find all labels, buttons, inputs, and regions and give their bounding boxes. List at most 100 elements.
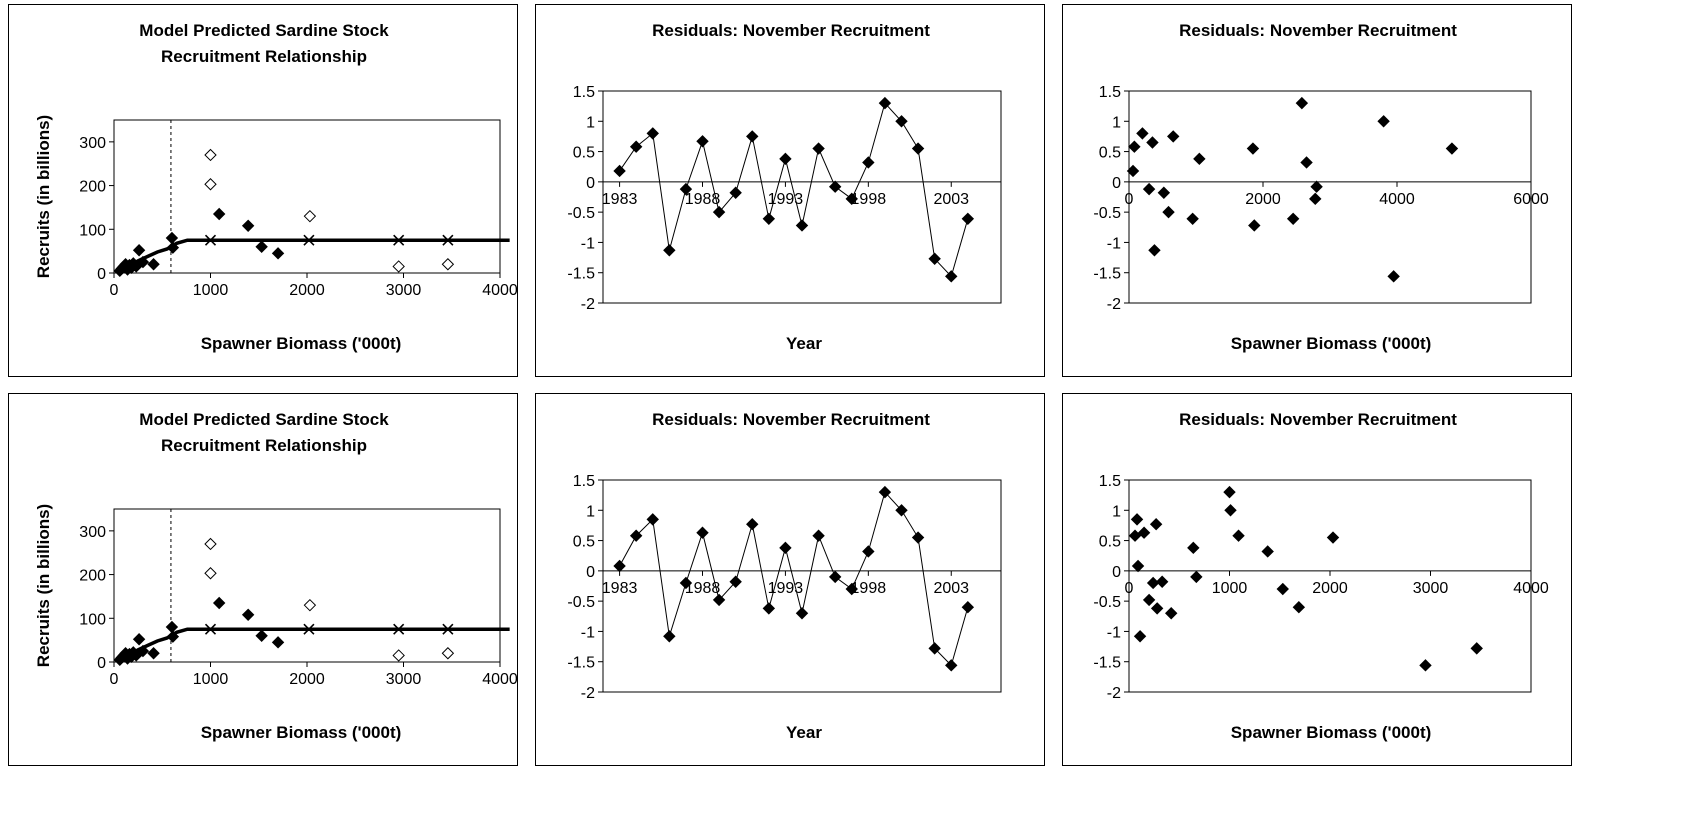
x-axis-label: Year [786, 334, 822, 353]
y-tick-label: 0 [1112, 564, 1121, 581]
data-point [795, 607, 809, 620]
y-tick-label: -0.5 [567, 594, 595, 611]
data-point [696, 135, 709, 148]
data-point [878, 485, 892, 499]
y-tick-label: 1 [1112, 503, 1121, 520]
plot-area [1128, 479, 1532, 693]
data-point [1130, 513, 1144, 526]
y-tick-label: -2 [581, 685, 595, 702]
x-axis-label: Spawner Biomass ('000t) [1231, 334, 1432, 353]
y-tick-label: 100 [79, 222, 106, 239]
data-point [729, 575, 742, 588]
x-tick-label: 2000 [1245, 191, 1281, 208]
chart-title: Recruitment Relationship [161, 436, 367, 455]
data-point [1223, 485, 1236, 499]
chart-panel-sr-bottom: Model Predicted Sardine Stock Recruitment… [8, 393, 518, 766]
data-point [132, 244, 146, 257]
data-point [147, 647, 160, 660]
data-point [1445, 142, 1459, 155]
data-point [1157, 186, 1171, 199]
data-point [204, 178, 217, 191]
y-tick-label: -1.5 [567, 266, 595, 283]
x-tick-label: 2003 [933, 580, 969, 597]
model-curve [117, 238, 510, 274]
data-point [1190, 570, 1203, 584]
data-point [303, 598, 317, 612]
data-point [204, 148, 217, 162]
y-tick-label: 1.5 [573, 84, 595, 101]
y-tick-label: -1.5 [1093, 266, 1121, 283]
data-point [1246, 142, 1260, 155]
y-tick-label: 100 [79, 611, 106, 628]
plot-area [602, 90, 1002, 304]
chart-title: Residuals: November Recruitment [652, 410, 930, 429]
data-point [862, 156, 875, 169]
data-point [1148, 244, 1161, 257]
y-tick-label: 1 [586, 114, 595, 131]
data-point [862, 545, 875, 558]
data-point [1146, 136, 1159, 149]
chart-sr-top: Model Predicted Sardine Stock Recruitment… [34, 21, 518, 353]
data-point [663, 630, 676, 643]
y-tick-label: 1.5 [1099, 84, 1121, 101]
x-tick-label: 2000 [1312, 580, 1348, 597]
data-point [303, 209, 317, 223]
y-tick-label: 300 [79, 135, 106, 152]
x-tick-label: 1988 [685, 580, 721, 597]
x-tick-label: 1983 [602, 191, 638, 208]
data-point [1150, 602, 1164, 615]
data-point [392, 649, 405, 662]
chart-panel-res-year-bottom: Residuals: November Recruitment -2 -1.5 -1 -… [535, 393, 1045, 766]
y-tick-label: 0 [586, 564, 595, 581]
data-point [1136, 127, 1149, 140]
x-tick-label: 2003 [933, 191, 969, 208]
x-tick-label: 4000 [482, 282, 518, 299]
data-point [392, 260, 405, 273]
chart-sr-bottom: Model Predicted Sardine Stock Recruitment… [34, 410, 518, 742]
y-axis-label: Recruits (in billions) [34, 115, 53, 278]
data-point [1300, 156, 1313, 169]
data-point [1387, 270, 1400, 283]
y-tick-label: -2 [1107, 296, 1121, 313]
data-point [241, 219, 255, 232]
data-point [1142, 182, 1156, 196]
data-point [1232, 529, 1245, 542]
data-point [1149, 518, 1163, 531]
data-point [911, 142, 925, 155]
y-tick-label: -0.5 [567, 205, 595, 222]
y-tick-label: -2 [581, 296, 595, 313]
x-tick-label: 1988 [685, 191, 721, 208]
y-tick-label: 200 [79, 179, 106, 196]
y-tick-label: 0.5 [1099, 145, 1121, 162]
y-tick-label: 0.5 [1099, 534, 1121, 551]
data-point [1155, 575, 1169, 588]
data-point [895, 115, 908, 128]
data-point [1126, 164, 1140, 178]
y-tick-label: -1 [581, 624, 595, 641]
data-point [1186, 212, 1199, 226]
data-point [646, 127, 659, 140]
data-point [696, 526, 709, 539]
x-tick-label: 6000 [1513, 191, 1549, 208]
data-point [746, 130, 759, 143]
y-tick-label: 1.5 [573, 473, 595, 490]
chart-res-year-top: Residuals: November Recruitment -2 -1.5 -1 -… [567, 21, 1002, 353]
data-point [945, 659, 958, 672]
data-point [1276, 582, 1289, 596]
data-point [255, 240, 268, 253]
data-point [646, 513, 659, 526]
data-point [629, 140, 643, 153]
data-point [212, 596, 226, 610]
data-point [255, 629, 268, 642]
data-point [1137, 526, 1151, 539]
data-point [1131, 559, 1145, 573]
y-tick-label: 1 [1112, 114, 1121, 131]
data-point [204, 567, 217, 580]
y-tick-label: 1.5 [1099, 473, 1121, 490]
y-tick-label: -1.5 [567, 655, 595, 672]
data-point [1377, 115, 1390, 128]
data-point [1167, 130, 1180, 143]
data-point [961, 212, 975, 226]
data-point [679, 182, 693, 196]
y-tick-label: 200 [79, 568, 106, 585]
